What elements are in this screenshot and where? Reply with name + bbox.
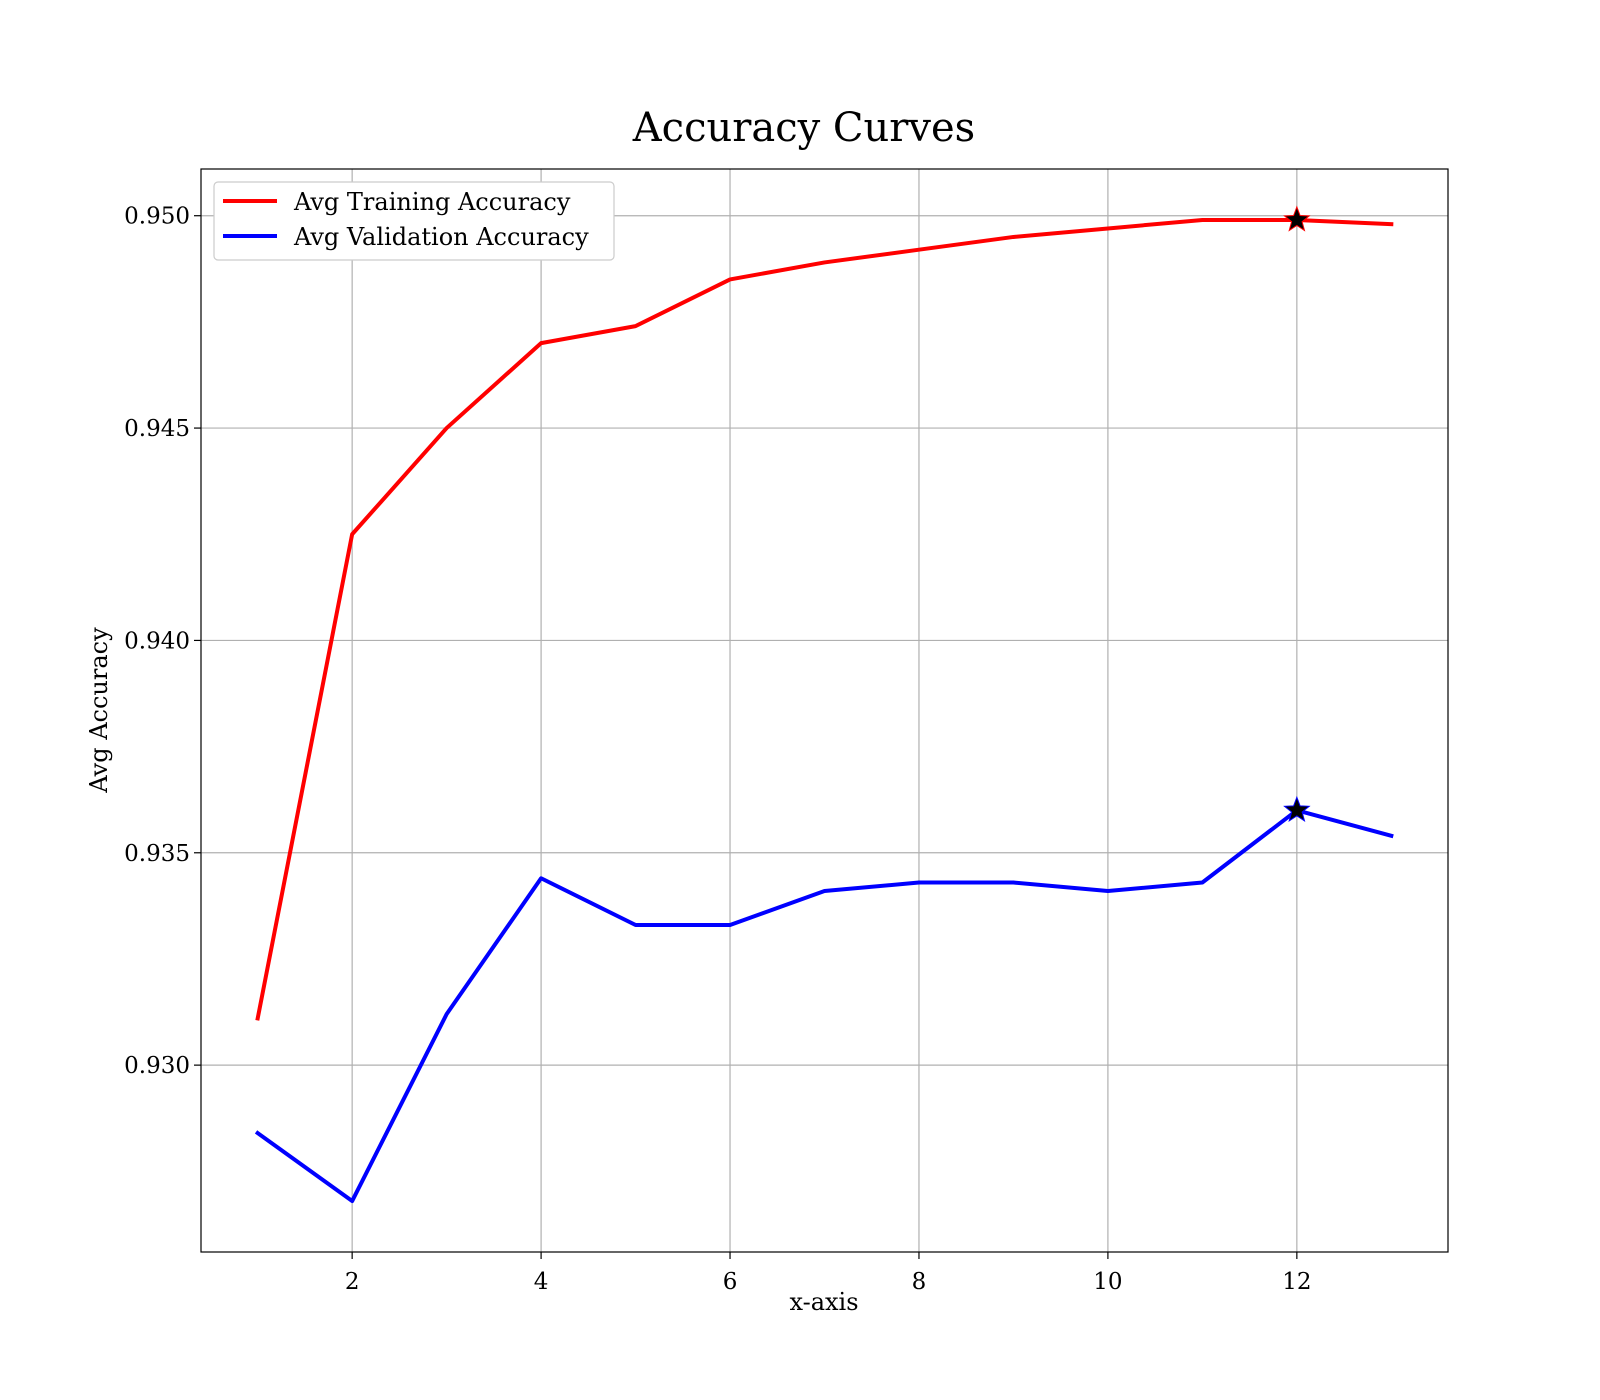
y-tick-label: 0.950 [124,204,190,230]
y-tick-label: 0.930 [124,1053,190,1079]
best-markers [1283,205,1311,822]
y-tick-label: 0.940 [124,628,190,654]
chart-title: Accuracy Curves [632,105,975,151]
grid-lines [201,169,1448,1252]
x-tick-label: 12 [1282,1269,1311,1295]
y-axis-label: Avg Accuracy [85,627,113,794]
x-tick-label: 6 [723,1269,738,1295]
plot-frame [200,168,1449,1253]
best-star-marker [1283,795,1311,822]
best-star-marker [1283,205,1311,232]
y-tick-label: 0.945 [124,416,190,442]
legend-label-training: Avg Training Accuracy [293,188,571,216]
legend-label-validation: Avg Validation Accuracy [293,223,589,251]
series-line-training [255,217,1394,1021]
x-tick-label: 4 [534,1269,549,1295]
x-axis-label: x-axis [789,1288,858,1316]
series-line-validation [254,808,1394,1204]
x-axis-ticks: 2 4 6 8 10 12 [345,1252,1311,1295]
x-tick-label: 2 [345,1269,360,1295]
x-tick-label: 10 [1093,1269,1122,1295]
y-axis-ticks: 0.930 0.935 0.940 0.945 0.950 [124,204,201,1079]
x-tick-label: 8 [912,1269,927,1295]
legend: Avg Training Accuracy Avg Validation Acc… [213,181,615,261]
y-tick-label: 0.935 [124,841,190,867]
series-lines [254,217,1394,1204]
legend-box [213,181,615,261]
